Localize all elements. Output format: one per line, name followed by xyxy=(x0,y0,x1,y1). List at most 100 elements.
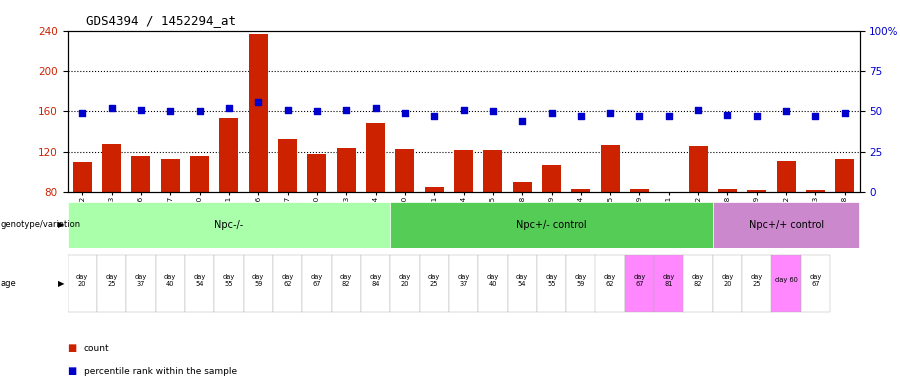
Bar xyxy=(596,255,625,312)
Point xyxy=(280,107,294,113)
Bar xyxy=(331,255,361,312)
Bar xyxy=(747,190,767,192)
Point xyxy=(838,110,852,116)
Bar xyxy=(391,202,713,248)
Point xyxy=(456,107,471,113)
Bar xyxy=(68,255,97,312)
Text: day
37: day 37 xyxy=(135,273,147,286)
Point xyxy=(779,108,794,114)
Bar xyxy=(220,118,238,192)
Bar xyxy=(337,148,356,192)
Bar xyxy=(566,255,596,312)
Point xyxy=(221,105,236,111)
Bar xyxy=(419,255,449,312)
Bar xyxy=(600,145,620,192)
Bar xyxy=(835,159,854,192)
Bar xyxy=(395,149,414,192)
Text: Npc+/- control: Npc+/- control xyxy=(517,220,587,230)
Bar xyxy=(307,154,327,192)
Text: day
55: day 55 xyxy=(222,273,235,286)
Text: day
62: day 62 xyxy=(604,273,617,286)
Bar xyxy=(366,124,385,192)
Bar xyxy=(572,189,590,192)
Point xyxy=(544,110,559,116)
Text: percentile rank within the sample: percentile rank within the sample xyxy=(84,367,237,376)
Point xyxy=(427,113,441,119)
Bar xyxy=(777,161,796,192)
Text: GDS4394 / 1452294_at: GDS4394 / 1452294_at xyxy=(86,14,236,27)
Point xyxy=(633,113,647,119)
Bar xyxy=(248,34,267,192)
Text: day
25: day 25 xyxy=(428,273,440,286)
Bar xyxy=(73,162,92,192)
Point xyxy=(808,113,823,119)
Bar xyxy=(156,255,184,312)
Bar xyxy=(478,255,508,312)
Text: day
67: day 67 xyxy=(634,273,645,286)
Bar xyxy=(718,189,737,192)
Text: day
20: day 20 xyxy=(76,273,88,286)
Bar xyxy=(536,255,566,312)
Bar xyxy=(184,255,214,312)
Text: day
54: day 54 xyxy=(194,273,205,286)
Bar xyxy=(302,255,331,312)
Point xyxy=(251,99,266,105)
Bar xyxy=(449,255,478,312)
Text: day 60: day 60 xyxy=(775,277,797,283)
Bar xyxy=(654,255,683,312)
Text: day
81: day 81 xyxy=(662,273,675,286)
Text: Npc+/+ control: Npc+/+ control xyxy=(749,220,824,230)
Bar xyxy=(361,255,391,312)
Point xyxy=(398,110,412,116)
Point xyxy=(486,108,500,114)
Text: day
55: day 55 xyxy=(545,273,558,286)
Bar xyxy=(273,255,302,312)
Bar xyxy=(806,190,825,192)
Text: day
59: day 59 xyxy=(252,273,265,286)
Text: day
37: day 37 xyxy=(457,273,470,286)
Bar xyxy=(713,255,742,312)
Text: age: age xyxy=(1,279,16,288)
Bar xyxy=(425,187,444,192)
Bar xyxy=(801,255,830,312)
Bar xyxy=(244,255,273,312)
Bar xyxy=(683,255,713,312)
Bar xyxy=(190,156,209,192)
Text: day
25: day 25 xyxy=(105,273,118,286)
Text: ■: ■ xyxy=(68,366,76,376)
Text: day
40: day 40 xyxy=(164,273,176,286)
Bar xyxy=(131,156,150,192)
Text: genotype/variation: genotype/variation xyxy=(1,220,81,229)
Bar xyxy=(68,202,391,248)
Bar xyxy=(391,255,419,312)
Text: day
54: day 54 xyxy=(516,273,528,286)
Bar xyxy=(97,255,126,312)
Point xyxy=(368,105,382,111)
Bar xyxy=(688,146,707,192)
Bar xyxy=(102,144,121,192)
Bar xyxy=(513,182,532,192)
Bar xyxy=(713,202,860,248)
Bar xyxy=(508,255,536,312)
Point xyxy=(133,107,148,113)
Bar xyxy=(630,189,649,192)
Point xyxy=(515,118,529,124)
Text: day
84: day 84 xyxy=(369,273,382,286)
Text: day
40: day 40 xyxy=(487,273,499,286)
Point xyxy=(662,113,676,119)
Bar xyxy=(214,255,244,312)
Point xyxy=(691,107,706,113)
Text: ■: ■ xyxy=(68,343,76,353)
Point xyxy=(193,108,207,114)
Text: day
59: day 59 xyxy=(575,273,587,286)
Bar xyxy=(278,139,297,192)
Text: day
67: day 67 xyxy=(310,273,323,286)
Point xyxy=(339,107,354,113)
Text: day
67: day 67 xyxy=(809,273,822,286)
Point xyxy=(75,110,89,116)
Point xyxy=(750,113,764,119)
Bar xyxy=(742,255,771,312)
Text: day
82: day 82 xyxy=(692,273,705,286)
Bar xyxy=(126,255,156,312)
Text: ▶: ▶ xyxy=(58,220,65,229)
